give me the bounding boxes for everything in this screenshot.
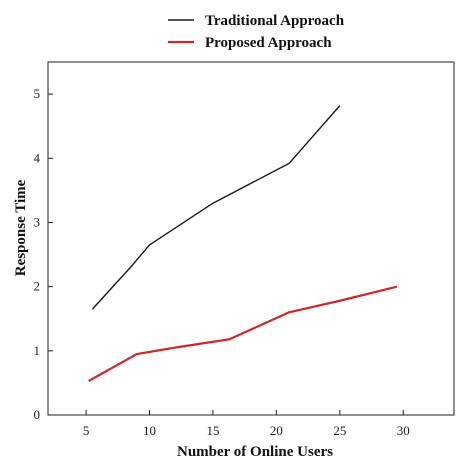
legend: Traditional Approach Proposed Approach — [168, 13, 345, 51]
plot-border — [47, 61, 455, 416]
x-axis-ticks: 5 10 15 20 25 30 — [83, 410, 410, 438]
y-axis-label: Response Time — [13, 179, 29, 276]
y-tick-label: 2 — [34, 279, 41, 294]
series-lines — [88, 105, 398, 382]
x-tick-label: 30 — [397, 423, 410, 438]
series-line-proposed — [88, 285, 398, 382]
y-tick-label: 4 — [34, 150, 41, 165]
y-axis-ticks: 0 1 2 3 4 5 — [34, 86, 53, 422]
x-axis-label: Number of Online Users — [177, 444, 333, 460]
series-line-traditional — [91, 105, 341, 310]
y-tick-label: 5 — [34, 86, 41, 101]
plot-frame — [47, 61, 455, 416]
legend-label: Proposed Approach — [205, 35, 332, 51]
x-tick-label: 25 — [333, 423, 346, 438]
y-tick-label: 1 — [34, 343, 41, 358]
y-tick-label: 3 — [34, 214, 41, 229]
x-tick-label: 5 — [83, 423, 90, 438]
y-tick-label: 0 — [34, 407, 41, 422]
x-tick-label: 15 — [206, 423, 219, 438]
x-tick-label: 20 — [270, 423, 283, 438]
x-tick-label: 10 — [143, 423, 156, 438]
legend-label: Traditional Approach — [205, 13, 345, 29]
